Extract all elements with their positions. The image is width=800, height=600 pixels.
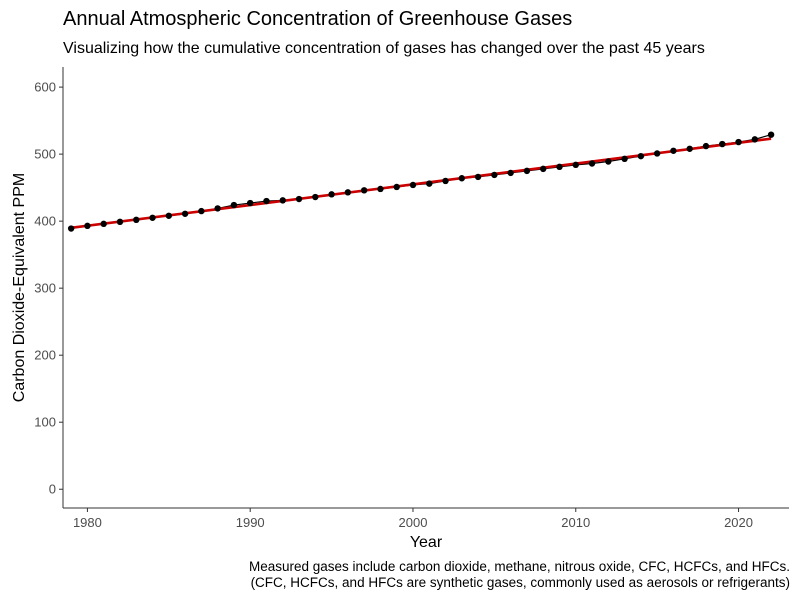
data-point — [653, 150, 661, 157]
data-point — [621, 155, 628, 163]
data-point — [474, 173, 482, 181]
data-point — [263, 197, 270, 205]
data-point — [507, 169, 514, 177]
data-point — [165, 212, 173, 219]
y-tick-label: 200 — [34, 348, 56, 363]
data-point — [442, 177, 449, 185]
x-tick-label: 2000 — [399, 515, 428, 530]
data-point — [198, 207, 205, 215]
data-point — [230, 201, 238, 209]
data-point — [670, 147, 677, 154]
y-tick-label: 300 — [34, 281, 56, 296]
data-point — [523, 167, 531, 175]
data-point — [133, 216, 140, 224]
trend-line — [70, 137, 772, 230]
caption-line-2: (CFC, HCFCs, and HFCs are synthetic gase… — [250, 575, 790, 590]
data-point — [556, 163, 563, 171]
chart-caption: Measured gases include carbon dioxide, m… — [249, 559, 790, 591]
data-point — [409, 181, 417, 189]
data-point — [67, 225, 75, 232]
data-point — [328, 191, 335, 198]
chart-title: Annual Atmospheric Concentration of Gree… — [63, 8, 573, 30]
data-point — [377, 185, 384, 193]
data-point — [84, 222, 91, 230]
data-point — [116, 218, 124, 226]
data-point — [100, 220, 107, 228]
data-point — [295, 195, 303, 203]
data-point — [702, 142, 710, 150]
data-point — [605, 158, 612, 165]
y-tick-label: 500 — [34, 147, 56, 162]
x-axis-title: Year — [410, 534, 443, 551]
data-point — [686, 145, 693, 152]
data-point — [458, 175, 466, 182]
x-tick-label: 1990 — [236, 515, 265, 530]
y-tick-label: 600 — [34, 80, 56, 95]
data-point — [393, 183, 400, 191]
y-tick-label: 400 — [34, 214, 56, 229]
caption-line-1: Measured gases include carbon dioxide, m… — [249, 559, 790, 574]
data-point — [214, 205, 221, 212]
y-axis-title: Carbon Dioxide-Equivalent PPM — [11, 173, 28, 402]
data-point — [246, 199, 254, 207]
data-point — [426, 180, 433, 187]
x-tick-label: 2020 — [724, 515, 753, 530]
data-point — [572, 161, 579, 169]
data-point — [344, 189, 352, 196]
plot-area: 0 100 200 300 400 500 600 1980 1990 2000 2010 2020 — [34, 67, 789, 530]
data-point — [181, 210, 189, 217]
data-point — [279, 197, 286, 204]
x-tick-label: 2010 — [561, 515, 590, 530]
data-point — [767, 131, 775, 138]
data-point — [588, 160, 596, 167]
chart-subtitle: Visualizing how the cumulative concentra… — [63, 40, 705, 57]
data-point — [360, 187, 368, 194]
x-tick-label: 1980 — [73, 515, 102, 530]
data-point — [719, 140, 726, 148]
data-point — [491, 171, 498, 179]
data-point — [540, 165, 547, 173]
data-point — [735, 138, 742, 146]
data-point — [637, 152, 645, 160]
data-point — [149, 214, 156, 221]
data-point — [312, 193, 319, 201]
y-tick-label: 0 — [49, 482, 56, 497]
y-tick-label: 100 — [34, 415, 56, 430]
data-point — [751, 136, 759, 143]
